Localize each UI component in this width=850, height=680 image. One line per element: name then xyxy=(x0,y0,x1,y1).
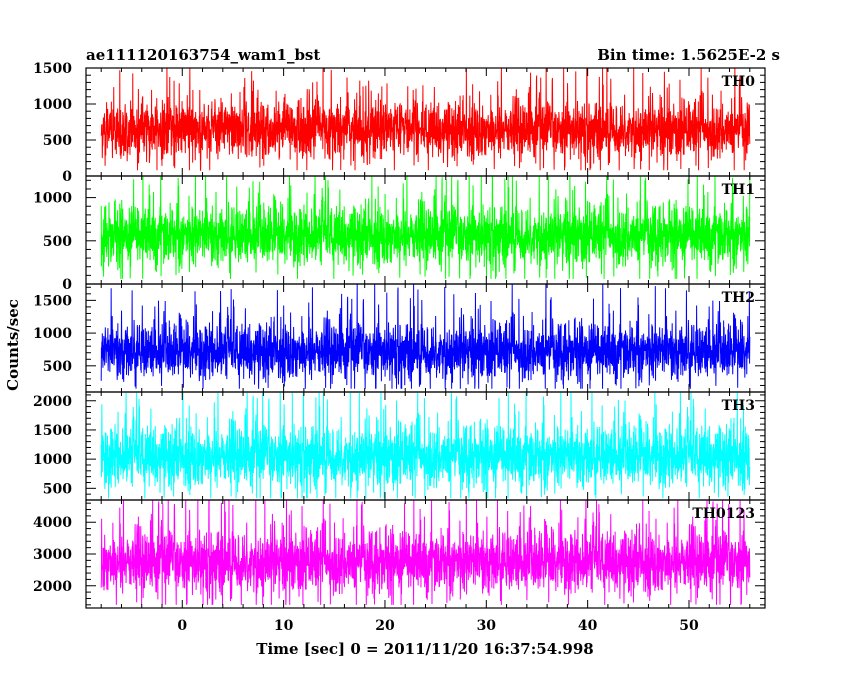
panel-label-th0: TH0 xyxy=(722,74,756,90)
series-line-th0123 xyxy=(100,499,751,605)
panel-th3: 500 1000 1500 2000 TH3 xyxy=(33,391,766,501)
x-tick-label: 40 xyxy=(578,618,598,634)
y-tick-label: 4000 xyxy=(33,515,72,531)
y-tick-label: 1000 xyxy=(33,326,72,342)
series-line-th3 xyxy=(100,391,751,499)
panel-th0123: 2000 3000 4000 TH0123 xyxy=(33,499,766,609)
y-tick-label: 1500 xyxy=(33,61,72,77)
series-line-th1 xyxy=(100,175,751,279)
chart-title-right: Bin time: 1.5625E-2 s xyxy=(597,46,780,64)
y-tick-label: 3000 xyxy=(33,547,72,563)
panel-th2: 500 1000 1500 TH2 xyxy=(33,283,766,393)
panel-label-th1: TH1 xyxy=(722,182,755,198)
x-tick-label: 20 xyxy=(375,618,395,634)
x-axis-label: Time [sec] 0 = 2011/11/20 16:37:54.998 xyxy=(256,640,593,658)
panel-label-th2: TH2 xyxy=(722,290,755,306)
panels-group: 0 500 1000 1500 TH0 0 500 1000 TH1 500 1000 1500 TH2… xyxy=(33,61,766,609)
series-line-th0 xyxy=(100,67,751,171)
panel-th1: 0 500 1000 TH1 xyxy=(33,175,766,293)
y-tick-label: 1500 xyxy=(33,293,72,309)
x-axis: 0 10 20 30 40 50 xyxy=(177,618,699,634)
y-tick-label: 1000 xyxy=(33,452,72,468)
y-axis-label: Counts/sec xyxy=(4,299,22,391)
y-tick-label: 1500 xyxy=(33,423,72,439)
y-tick-label: 500 xyxy=(43,481,72,497)
chart-title-left: ae111120163754_wam1_bst xyxy=(86,46,320,64)
series-line-th2 xyxy=(100,283,751,389)
y-tick-label: 1000 xyxy=(33,191,72,207)
y-tick-label: 0 xyxy=(62,277,72,293)
x-tick-label: 50 xyxy=(679,618,699,634)
panel-label-th3: TH3 xyxy=(722,398,755,414)
y-tick-label: 0 xyxy=(62,169,72,185)
x-tick-label: 0 xyxy=(177,618,187,634)
y-tick-label: 2000 xyxy=(33,394,72,410)
y-tick-label: 500 xyxy=(43,359,72,375)
x-tick-label: 30 xyxy=(477,618,497,634)
panel-label-th0123: TH0123 xyxy=(692,506,755,522)
x-tick-label: 10 xyxy=(274,618,294,634)
panel-th0: 0 500 1000 1500 TH0 xyxy=(33,61,766,185)
y-tick-label: 1000 xyxy=(33,97,72,113)
y-tick-label: 500 xyxy=(43,234,72,250)
y-tick-label: 2000 xyxy=(33,579,72,595)
y-tick-label: 500 xyxy=(43,133,72,149)
